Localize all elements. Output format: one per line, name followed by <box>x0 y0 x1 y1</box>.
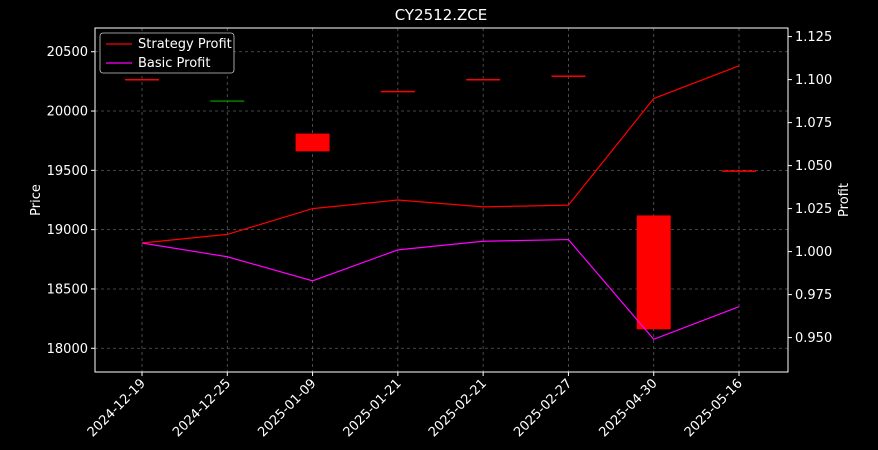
candle-body <box>380 90 415 93</box>
x-tick-label: 2025-02-27 <box>511 376 575 440</box>
chart-title: CY2512.ZCE <box>395 6 488 24</box>
x-tick-label: 2025-04-30 <box>597 376 661 440</box>
y-right-tick-label: 0.950 <box>795 331 832 346</box>
y-left-tick-label: 19500 <box>47 164 88 179</box>
y-right-tick-label: 1.125 <box>795 30 832 45</box>
x-tick-label: 2025-01-21 <box>341 376 405 440</box>
candles <box>125 75 756 330</box>
grid <box>95 28 788 372</box>
candle-body <box>466 79 501 81</box>
y-left-tick-label: 18000 <box>47 342 88 357</box>
legend: Strategy Profit Basic Profit <box>99 32 235 74</box>
y-right-tick-label: 1.100 <box>795 73 832 88</box>
strategy-profit-line <box>141 65 740 244</box>
y-left-tick-label: 20500 <box>47 45 88 60</box>
legend-label-strategy: Strategy Profit <box>138 37 232 52</box>
candle-body <box>636 215 671 330</box>
x-tick-label: 2025-05-16 <box>682 376 746 440</box>
legend-box <box>99 32 235 74</box>
candle-body <box>125 79 159 81</box>
y-right-tick-label: 1.000 <box>795 245 832 260</box>
basic-profit-line <box>141 238 740 341</box>
x-tick-label: 2024-12-25 <box>170 376 234 440</box>
y-axis-right-label: Profit <box>837 183 852 217</box>
y-left-tick-label: 18500 <box>47 282 88 297</box>
y-right-tick-label: 1.050 <box>795 159 832 174</box>
y-left-tick-label: 19000 <box>47 223 88 238</box>
candle-body <box>210 100 245 102</box>
legend-label-basic: Basic Profit <box>138 56 210 71</box>
y-right-tick-label: 1.075 <box>795 116 832 131</box>
x-tick-label: 2024-12-19 <box>85 376 149 440</box>
candle-body <box>551 75 586 77</box>
y-axis-left-label: Price <box>29 184 44 216</box>
plot-frame <box>94 27 789 373</box>
candle-body <box>295 133 330 152</box>
axes: 2024-12-19 2024-12-25 2025-01-09 2025-01-21… <box>47 30 833 440</box>
y-right-tick-label: 0.975 <box>795 288 832 303</box>
series-lines <box>141 65 740 341</box>
x-tick-label: 2025-01-09 <box>255 376 319 440</box>
candle-body <box>722 170 756 172</box>
x-tick-label: 2025-02-21 <box>426 376 490 440</box>
y-left-tick-label: 20000 <box>47 105 88 120</box>
y-right-tick-label: 1.025 <box>795 202 832 217</box>
